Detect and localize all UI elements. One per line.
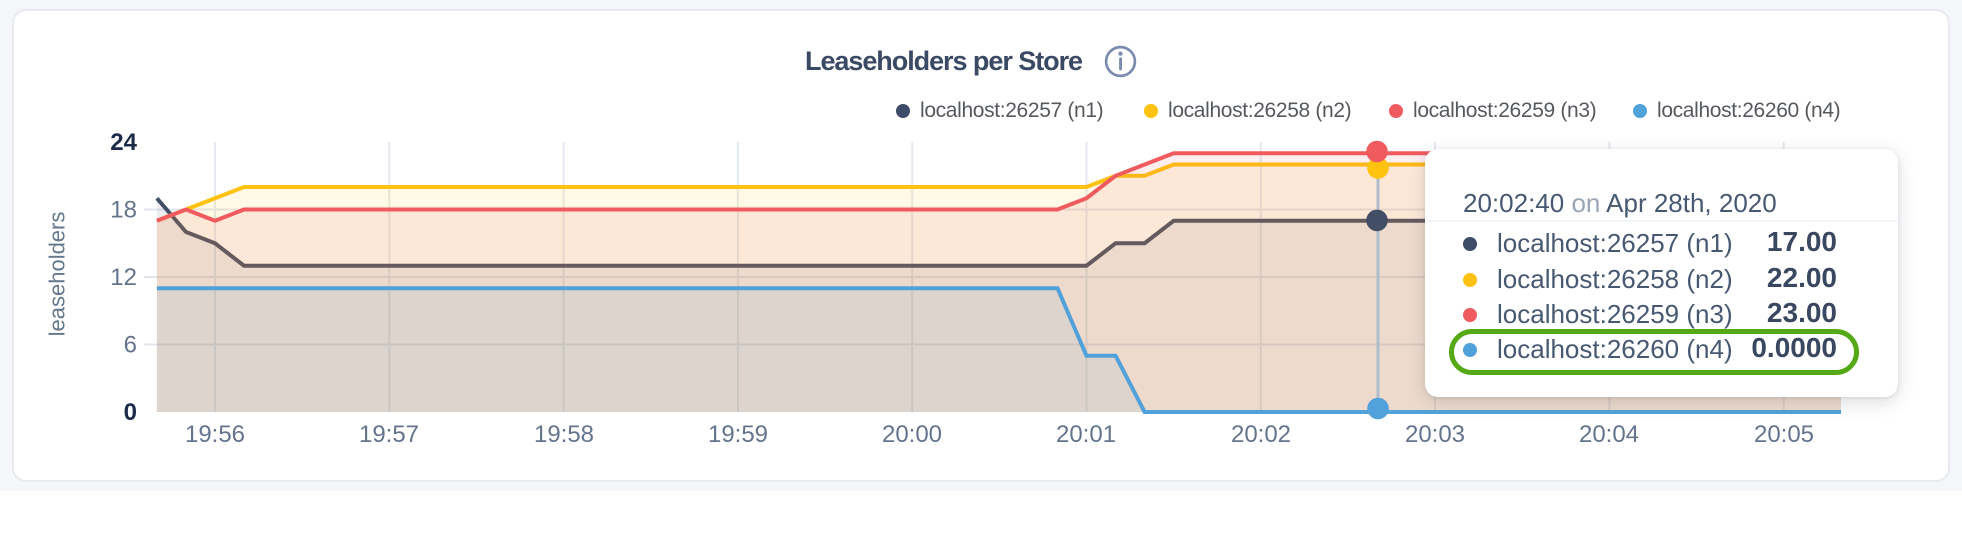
svg-text:6: 6 [124, 332, 137, 359]
svg-text:20:00: 20:00 [882, 421, 942, 448]
svg-text:19:56: 19:56 [185, 421, 245, 448]
svg-text:20:04: 20:04 [1579, 421, 1639, 448]
svg-text:19:57: 19:57 [359, 421, 419, 448]
svg-text:20:05: 20:05 [1754, 421, 1814, 448]
svg-text:20:02: 20:02 [1231, 421, 1291, 448]
svg-text:0: 0 [124, 399, 137, 426]
svg-text:24: 24 [110, 129, 137, 156]
svg-text:leaseholders: leaseholders [45, 212, 70, 337]
svg-text:18: 18 [110, 197, 137, 224]
svg-text:19:58: 19:58 [534, 421, 594, 448]
svg-text:19:59: 19:59 [708, 421, 768, 448]
svg-text:20:01: 20:01 [1056, 421, 1116, 448]
svg-text:12: 12 [110, 264, 137, 291]
svg-text:20:03: 20:03 [1405, 421, 1465, 448]
